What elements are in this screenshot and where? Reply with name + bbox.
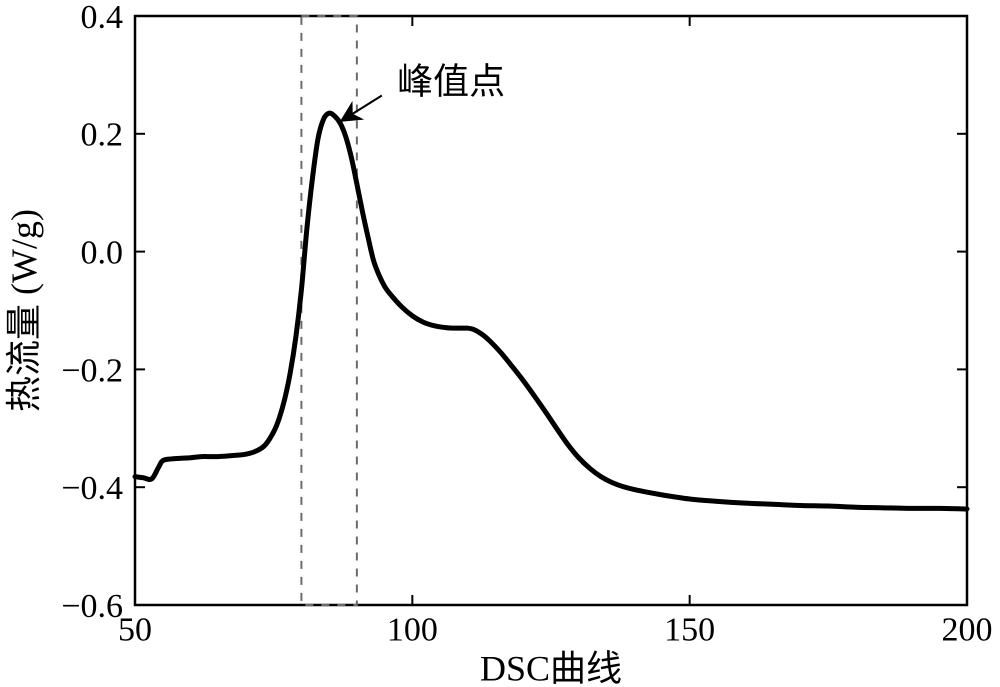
x-tick-label: 50 <box>118 612 152 649</box>
dsc-chart: 50 100 150 200 −0.6 −0.4 −0.2 0.0 0.2 0.4 DSC曲线 热流量… <box>0 0 1000 687</box>
chart-svg: 50 100 150 200 −0.6 −0.4 −0.2 0.0 0.2 0.4 DSC曲线 热流量… <box>0 0 1000 687</box>
y-tick-label: 0.0 <box>81 235 124 272</box>
y-tick-label: −0.2 <box>61 352 123 389</box>
y-tick-label: −0.4 <box>61 470 123 507</box>
y-tick-label: 0.4 <box>81 0 124 36</box>
peak-highlight-box <box>301 16 356 605</box>
peak-annotation-text: 峰值点 <box>397 61 505 101</box>
plot-frame <box>135 16 967 605</box>
x-axis-title: DSC曲线 <box>480 648 622 687</box>
x-tick-label: 150 <box>664 612 715 649</box>
y-tick-label: −0.6 <box>61 588 123 625</box>
x-tick-label: 200 <box>942 612 993 649</box>
dsc-curve <box>135 113 967 509</box>
annotation-arrow <box>341 96 381 121</box>
x-tick-label: 100 <box>387 612 438 649</box>
y-axis-title: 热流量 (W/g) <box>4 209 44 412</box>
y-tick-label: 0.2 <box>81 117 124 154</box>
